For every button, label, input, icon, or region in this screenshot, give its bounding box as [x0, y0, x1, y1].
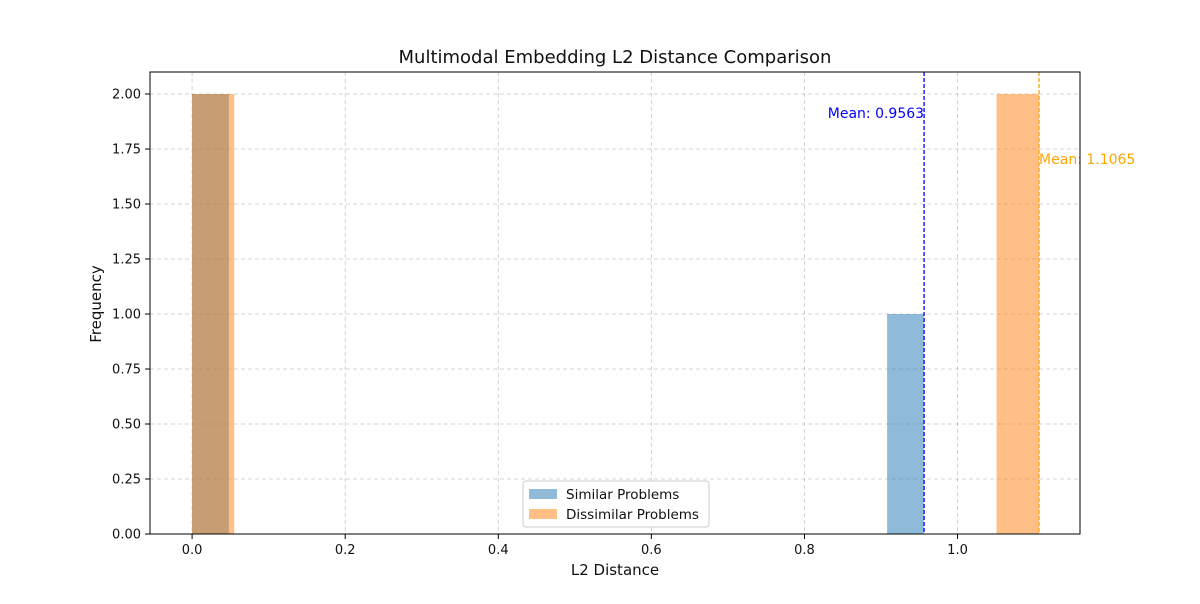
histogram-bar-dissimilar: [192, 94, 235, 534]
y-tick-label: 0.75: [112, 363, 141, 378]
histogram-bar-dissimilar: [996, 94, 1040, 534]
mean-lines-layer: Mean: 0.9563 Mean: 1.1065: [828, 72, 1135, 534]
x-tick-label: 0.8: [794, 543, 815, 558]
x-tick-label: 0.6: [641, 543, 662, 558]
x-tick-label: 1.0: [947, 543, 968, 558]
bars-layer: [192, 94, 1040, 534]
grid-layer: [150, 72, 1080, 535]
histogram-bar-similar: [887, 314, 924, 534]
y-tick-label: 0.00: [112, 528, 141, 543]
x-tick-label: 0.2: [335, 543, 356, 558]
legend-box: [522, 480, 710, 528]
y-tick-label: 0.50: [112, 418, 141, 433]
y-tick-label: 1.00: [112, 308, 141, 323]
legend-label-dissimilar: Dissimilar Problems: [566, 507, 699, 523]
legend-label-similar: Similar Problems: [566, 487, 679, 503]
legend: Similar Problems Dissimilar Problems: [522, 480, 710, 528]
chart-title: Multimodal Embedding L2 Distance Compari…: [399, 47, 832, 68]
x-axis-label: L2 Distance: [571, 561, 659, 579]
legend-swatch-similar: [529, 489, 557, 499]
legend-swatch-dissimilar: [529, 509, 557, 519]
x-tick-label: 0.4: [488, 543, 509, 558]
mean-label-similar: Mean: 0.9563: [828, 106, 924, 122]
mean-label-dissimilar: Mean: 1.1065: [1039, 152, 1135, 168]
y-tick-label: 1.50: [112, 198, 141, 213]
y-tick-label: 2.00: [112, 88, 141, 103]
x-tick-label: 0.0: [182, 543, 203, 558]
plot-frame: [149, 71, 1081, 535]
y-tick-label: 1.25: [112, 253, 141, 268]
y-axis-label: Frequency: [87, 265, 105, 343]
axes-layer: 0.0 0.2 0.4 0.6 0.8 1.0 0.00 0.25 0.50 0.75 1.00 1.…: [112, 71, 1081, 558]
y-tick-label: 1.75: [112, 143, 141, 158]
y-tick-label: 0.25: [112, 473, 141, 488]
